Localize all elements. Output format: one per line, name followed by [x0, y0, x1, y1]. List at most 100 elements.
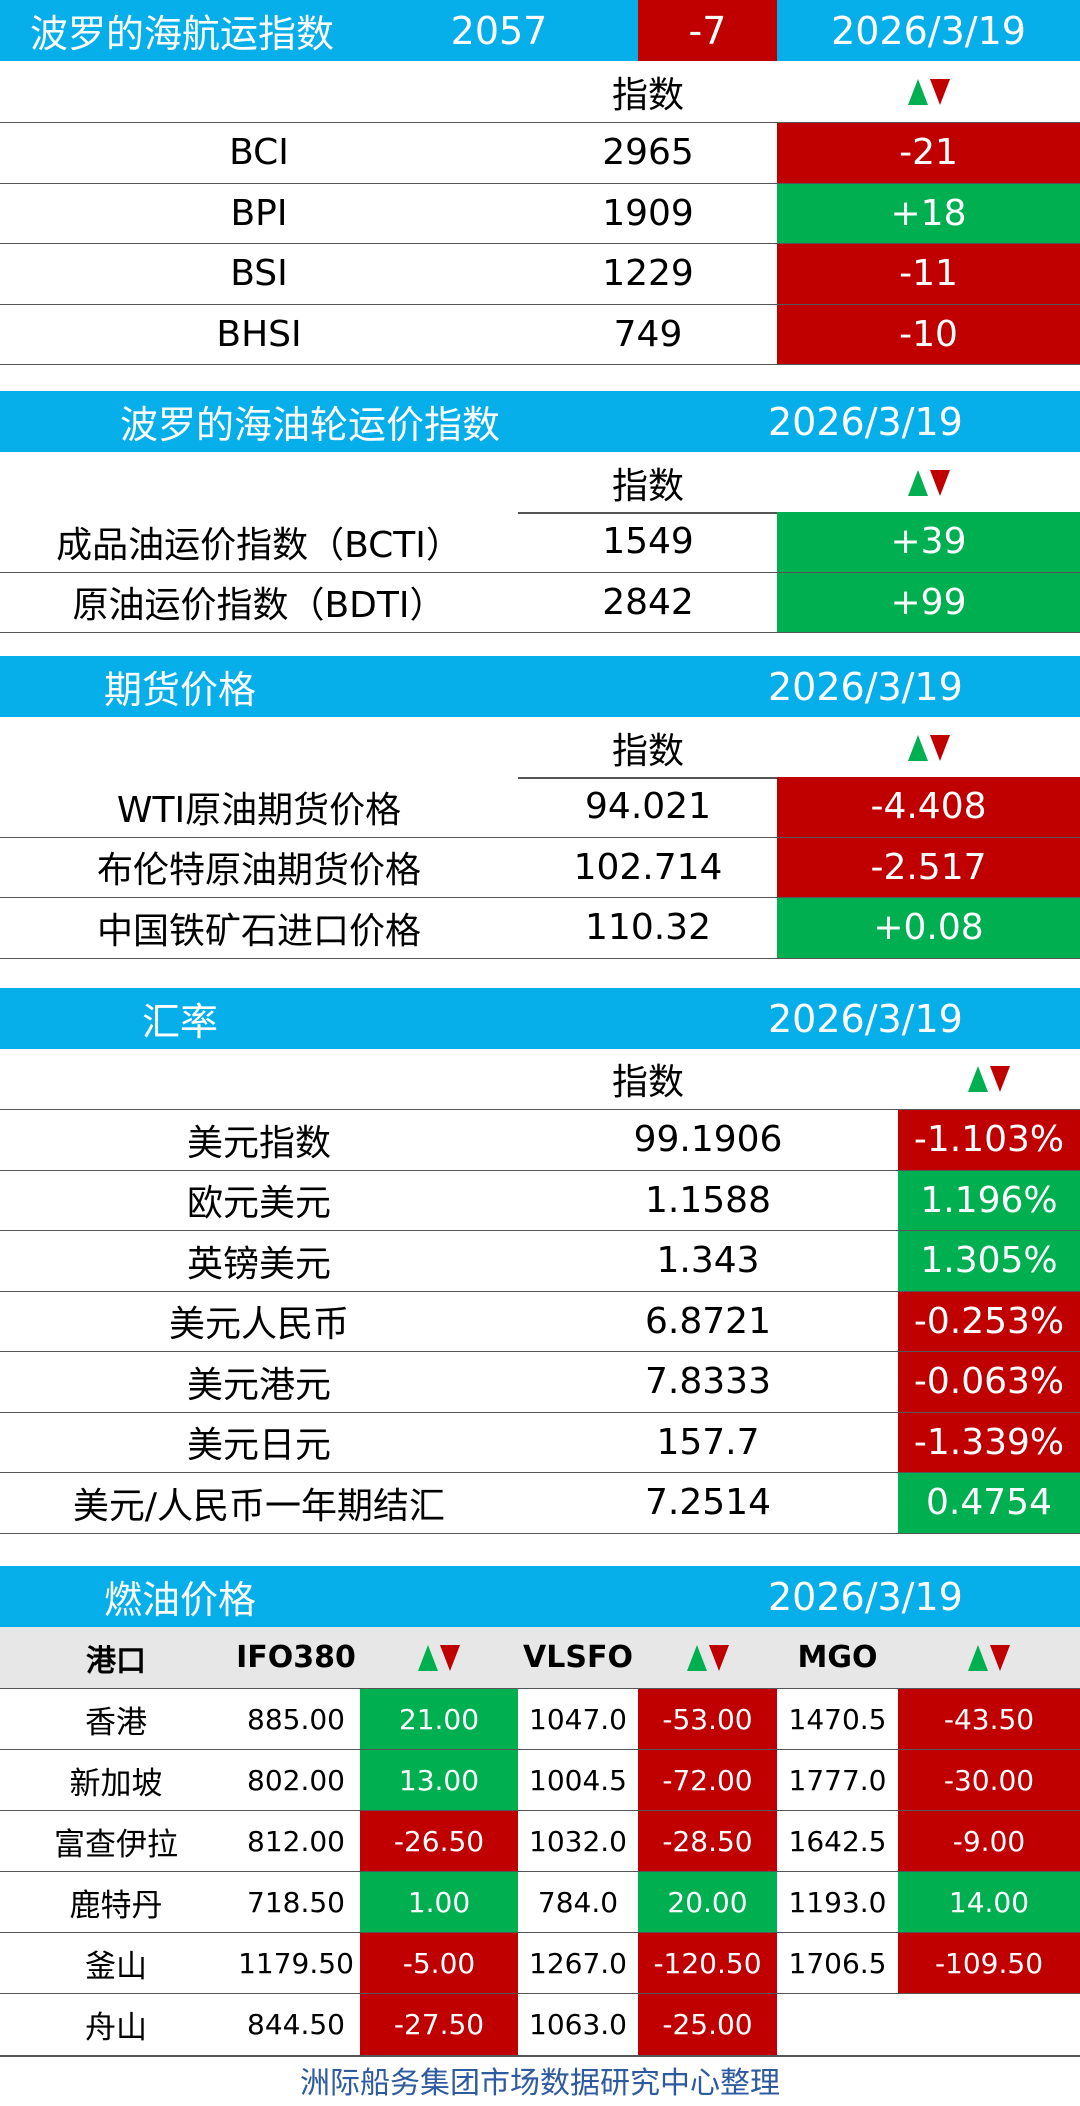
down-triangle-icon [990, 1066, 1010, 1092]
row-name: BSI [230, 253, 288, 295]
row-value: 94.021 [585, 786, 711, 828]
up-triangle-icon [418, 1644, 438, 1671]
fuel-mgo: 1706.5 [788, 1946, 887, 1980]
fuel-mgo-change: -30.00 [898, 1750, 1080, 1810]
fuel-port: 鹿特丹 [69, 1887, 163, 1924]
row-value: 1.343 [656, 1240, 760, 1282]
row-name: BCI [229, 132, 289, 174]
up-triangle-icon [907, 469, 928, 496]
row-name: 美元指数 [186, 1122, 331, 1164]
row-value: 99.1906 [633, 1119, 783, 1161]
row-value: 749 [613, 313, 683, 355]
row-change: -2.517 [777, 837, 1080, 897]
row-value: 157.7 [656, 1421, 760, 1463]
fuel-vlsfo: 1063.0 [529, 2008, 627, 2041]
fuel-date: 2026/3/19 [768, 1574, 963, 1619]
up-triangle-icon [968, 1066, 988, 1092]
fuel-vlsfo: 1267.0 [529, 1946, 627, 1980]
row-name: 原油运价指数（BDTI） [72, 585, 446, 627]
fuel-vlsfo: 784.0 [537, 1885, 619, 1919]
fuel-ifo-change: -5.00 [360, 1933, 518, 1993]
fx-col-index: 指数 [611, 1062, 684, 1103]
table-row: 美元日元 157.7 -1.339% [0, 1412, 1080, 1473]
fuel-mgo-change: 14.00 [898, 1872, 1080, 1932]
futures-arrows [777, 717, 1080, 778]
down-triangle-icon [929, 469, 950, 496]
fuel-vlsfo: 1047.0 [529, 1702, 627, 1736]
fuel-header: 燃油价格 2026/3/19 [0, 1566, 1080, 1627]
bdi-arrows [777, 61, 1080, 122]
fuel-vlsfo-change: -53.00 [638, 1689, 777, 1749]
table-row: WTI原油期货价格 94.021 -4.408 [0, 777, 1080, 838]
up-triangle-icon [907, 78, 928, 105]
row-name: BHSI [216, 313, 302, 355]
fuel-col-mgo: MGO [797, 1640, 878, 1675]
row-value: 7.8333 [645, 1361, 771, 1403]
bdi-change: -7 [638, 0, 777, 61]
futures-title: 期货价格 [103, 668, 256, 712]
table-row: 新加坡 802.00 13.00 1004.5 -72.00 1777.0 -30.00 [0, 1750, 1080, 1811]
row-name: 美元/人民币一年期结汇 [72, 1485, 446, 1527]
up-triangle-icon [907, 734, 928, 761]
fuel-vlsfo: 1032.0 [529, 1824, 627, 1858]
fuel-port: 富查伊拉 [54, 1826, 178, 1863]
fuel-mgo [777, 1994, 898, 2055]
fuel-mgo-change: -9.00 [898, 1811, 1080, 1871]
fuel-mgo: 1642.5 [788, 1824, 887, 1858]
table-row: 鹿特丹 718.50 1.00 784.0 20.00 1193.0 14.00 [0, 1872, 1080, 1933]
row-change: -10 [777, 304, 1080, 364]
row-change: +39 [777, 512, 1080, 572]
row-change: -21 [777, 123, 1080, 183]
table-row: 成品油运价指数（BCTI） 1549 +39 [0, 512, 1080, 573]
row-change: -1.339% [898, 1412, 1080, 1472]
row-name: 美元港元 [186, 1364, 331, 1406]
table-row: 美元人民币 6.8721 -0.253% [0, 1291, 1080, 1352]
row-change: -4.408 [777, 777, 1080, 837]
fuel-ifo: 802.00 [247, 1763, 345, 1797]
futures-col-index: 指数 [611, 730, 684, 772]
fuel-mgo: 1777.0 [788, 1763, 887, 1797]
row-value: 1549 [602, 521, 694, 563]
tanker-title: 波罗的海油轮运价指数 [119, 403, 500, 447]
row-change: -0.063% [898, 1352, 1080, 1412]
row-value: 7.2514 [645, 1482, 771, 1524]
fuel-ifo-change: 21.00 [360, 1689, 518, 1749]
fuel-vlsfo: 1004.5 [529, 1763, 627, 1797]
row-change: +0.08 [777, 898, 1080, 958]
futures-col-header: 指数 [0, 717, 1080, 778]
fuel-mgo: 1470.5 [788, 1702, 887, 1736]
table-row: 美元港元 7.8333 -0.063% [0, 1352, 1080, 1413]
fx-title: 汇率 [141, 1000, 218, 1044]
row-value: 1909 [602, 192, 694, 234]
bdi-col-index: 指数 [611, 74, 684, 116]
row-name: WTI原油期货价格 [116, 789, 402, 831]
row-value: 2965 [602, 132, 694, 174]
table-row: 布伦特原油期货价格 102.714 -2.517 [0, 837, 1080, 898]
table-row: 欧元美元 1.1588 1.196% [0, 1170, 1080, 1231]
fuel-vlsfo-change: -25.00 [638, 1994, 777, 2055]
fuel-port: 香港 [85, 1704, 147, 1741]
fuel-ifo: 844.50 [247, 2008, 345, 2041]
down-triangle-icon [990, 1644, 1010, 1671]
row-value: 2842 [602, 581, 694, 623]
fuel-ifo-change: 1.00 [360, 1872, 518, 1932]
fuel-vlsfo-arrows [638, 1627, 777, 1688]
row-name: 美元日元 [186, 1425, 331, 1467]
tanker-col-index: 指数 [611, 465, 684, 507]
fuel-port: 舟山 [85, 2010, 147, 2046]
table-row: 舟山 844.50 -27.50 1063.0 -25.00 [0, 1994, 1080, 2055]
table-row: 香港 885.00 21.00 1047.0 -53.00 1470.5 -43.50 [0, 1689, 1080, 1750]
row-change: 1.196% [898, 1170, 1080, 1230]
bdi-title: 波罗的海航运指数 [30, 12, 335, 56]
tanker-header: 波罗的海油轮运价指数 2026/3/19 [0, 391, 1080, 452]
row-change: +18 [777, 183, 1080, 243]
footer-credit: 洲际船务集团市场数据研究中心整理 [300, 2066, 780, 2101]
table-row: BHSI 749 -10 [0, 304, 1080, 365]
down-triangle-icon [929, 78, 950, 105]
row-name: 美元人民币 [168, 1304, 349, 1346]
table-row: 美元/人民币一年期结汇 7.2514 0.4754 [0, 1473, 1080, 1534]
bdi-date: 2026/3/19 [831, 8, 1026, 53]
table-row: BPI 1909 +18 [0, 183, 1080, 244]
fuel-mgo-change: -43.50 [898, 1689, 1080, 1749]
fuel-vlsfo-change: 20.00 [638, 1872, 777, 1932]
